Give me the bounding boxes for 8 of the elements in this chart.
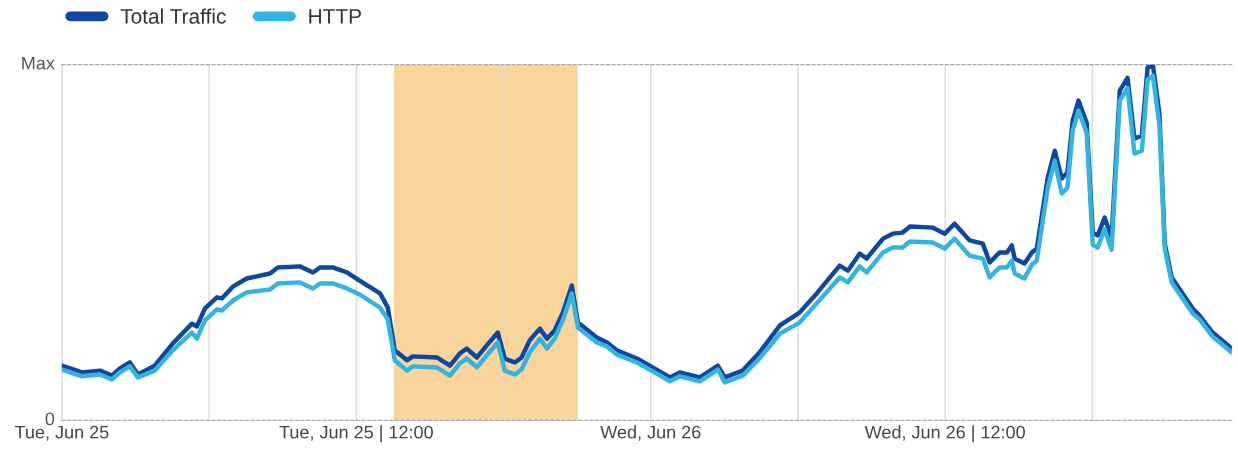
text: 0 (45, 412, 55, 426)
x-tick-label: Wed, Jun 26 | 12:00 (864, 425, 1025, 443)
text: Max (22, 56, 55, 70)
x-tick-label: Tue, Jun 25 (14, 425, 109, 441)
legend-label: HTTP (309, 9, 361, 24)
legend-label: Total Traffic (120, 8, 226, 24)
x-tick-label: Tue, Jun 25 | 12:00 (279, 425, 433, 443)
x-tick-label: Wed, Jun 26 (600, 425, 701, 441)
